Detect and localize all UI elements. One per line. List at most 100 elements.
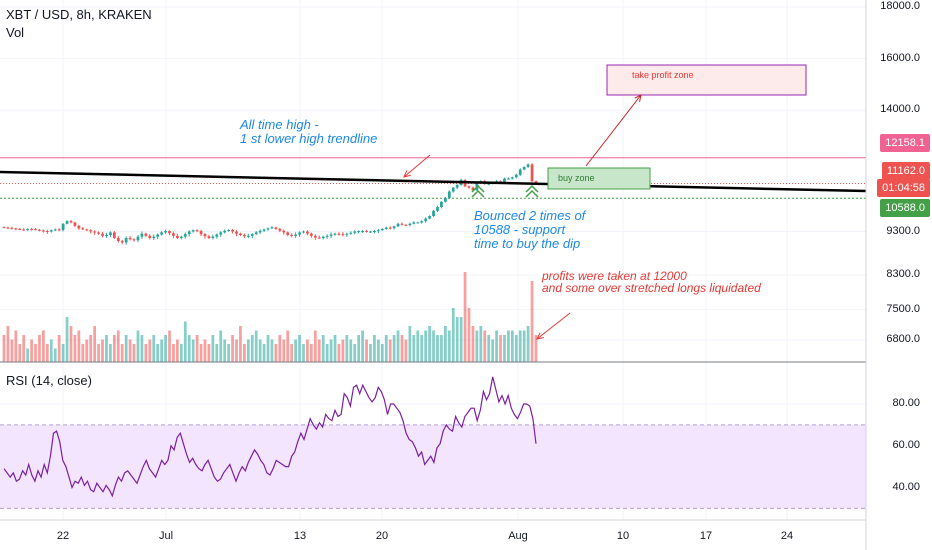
volume-bar: [491, 339, 495, 362]
volume-bar: [53, 348, 57, 362]
volume-bar: [34, 344, 37, 362]
candle-body: [199, 230, 203, 235]
bounce-chevron: [471, 184, 485, 193]
volume-bar: [388, 339, 392, 362]
volume-bar: [61, 344, 65, 362]
volume-bar: [353, 344, 357, 362]
candle-body: [254, 232, 258, 235]
volume-bar: [302, 344, 305, 362]
candle-body: [337, 233, 341, 235]
candle-body: [77, 225, 81, 229]
candle-body: [313, 235, 317, 238]
candle-body: [30, 228, 33, 230]
candle-body: [432, 210, 435, 217]
volume-bar: [522, 330, 526, 362]
price-tick-label: 6800.0: [886, 333, 920, 345]
candle-body: [57, 229, 61, 231]
candle-body: [105, 234, 108, 236]
volume-bar: [207, 344, 211, 362]
candle-body: [6, 227, 10, 229]
take-profit-label: take profit zone: [632, 70, 694, 80]
volume-bar: [373, 335, 376, 362]
volume-bar: [22, 335, 26, 362]
volume-bar: [179, 344, 183, 362]
volume-bar: [81, 344, 85, 362]
volume-bar: [152, 335, 156, 362]
price-tick-label: 14000.0: [880, 103, 920, 116]
candle-body: [211, 236, 215, 239]
candle-body: [34, 229, 37, 231]
candle-body: [85, 229, 89, 231]
candle-body: [26, 228, 30, 230]
candle-body: [388, 227, 392, 229]
volume-bar: [357, 335, 361, 362]
candle-body: [451, 187, 455, 192]
bounce-chevron: [525, 189, 539, 198]
volume-bar: [274, 344, 278, 362]
volume-bar: [376, 339, 380, 362]
candle-body: [73, 222, 77, 226]
volume-bar: [215, 344, 219, 362]
volume-bar: [45, 344, 49, 362]
candle-body: [428, 216, 431, 219]
candle-body: [412, 222, 416, 224]
volume-bar: [514, 335, 518, 362]
candle-body: [116, 238, 120, 242]
candle-body: [22, 229, 26, 231]
candle-body: [522, 166, 526, 170]
volume-bar: [203, 339, 207, 362]
volume-bar: [132, 344, 136, 362]
ath-note-line2: 1 st lower high trendline: [240, 131, 378, 146]
annotation-arrow: [536, 312, 571, 340]
volume-bar: [199, 344, 203, 362]
candle-body: [45, 230, 49, 232]
candle-body: [420, 221, 424, 223]
candle-body: [168, 230, 171, 234]
candle-body: [65, 221, 69, 224]
candle-body: [361, 230, 364, 232]
volume-bar: [286, 330, 290, 362]
volume-bar: [471, 326, 475, 362]
candle-body: [191, 230, 195, 232]
volume-bar: [38, 335, 41, 362]
volume-bar: [168, 330, 171, 362]
volume-bar: [510, 330, 514, 362]
candle-body: [510, 177, 514, 179]
candle-body: [357, 230, 361, 232]
candle-body: [227, 229, 231, 231]
candle-body: [109, 232, 112, 235]
volume-bar: [250, 335, 254, 362]
time-tick-label: 10: [616, 530, 630, 542]
rsi-label[interactable]: RSI (14, close): [6, 373, 92, 388]
volume-bar: [333, 335, 337, 362]
symbol-title[interactable]: XBT / USD, 8h, KRAKEN: [6, 7, 152, 22]
candle-body: [42, 230, 45, 232]
candle-body: [61, 223, 65, 230]
volume-bar: [14, 330, 18, 362]
volume-bar: [518, 330, 522, 362]
volume-bar: [136, 330, 140, 362]
candle-body: [317, 237, 321, 239]
rsi-tick-label: 80.00: [892, 397, 920, 409]
buy-zone: [547, 167, 651, 190]
volume-bar: [475, 330, 479, 362]
volume-bar: [26, 348, 30, 362]
candle-body: [526, 164, 530, 167]
volume-bar: [2, 335, 6, 362]
candle-body: [89, 230, 93, 232]
volume-bar: [404, 339, 408, 362]
price-tick-label: 8300.0: [886, 267, 920, 280]
volume-bar: [443, 326, 447, 362]
candle-body: [258, 230, 262, 233]
candle-body: [18, 228, 22, 230]
volume-bar: [369, 344, 372, 362]
volume-bar: [451, 308, 455, 362]
candle-body: [239, 233, 242, 235]
volume-label[interactable]: Vol: [6, 25, 25, 40]
volume-bar: [290, 344, 294, 362]
candle-body: [112, 232, 116, 239]
candle-body: [447, 191, 451, 198]
volume-bar: [325, 344, 329, 362]
volume-bar: [365, 339, 368, 362]
